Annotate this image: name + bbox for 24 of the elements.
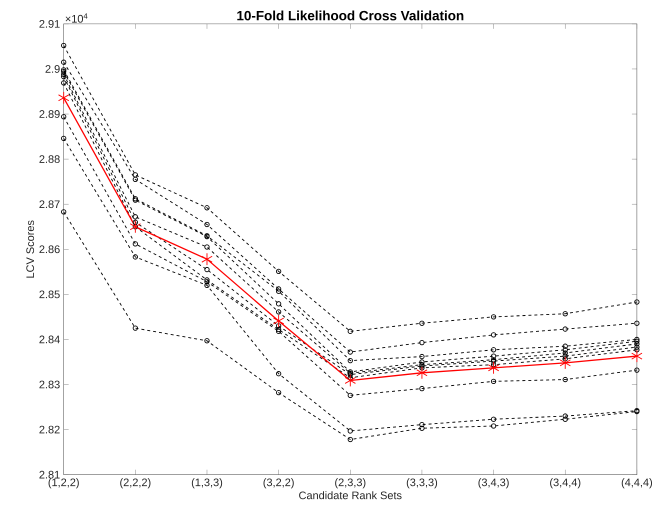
y-axis-title: LCV Scores bbox=[26, 220, 34, 278]
x-axis-title: Candidate Rank Sets bbox=[299, 491, 402, 500]
text: ×10$^{4}$ bbox=[66, 13, 88, 22]
y-tick-label: 2.91 bbox=[39, 20, 60, 28]
y-tick-label: 2.9 bbox=[46, 64, 60, 73]
x-tick-label: (1,2,2) bbox=[48, 478, 79, 488]
y-tick-label: 2.87 bbox=[39, 200, 60, 208]
y-tick-label: 2.86 bbox=[39, 245, 60, 253]
y-tick-label: 2.81 bbox=[39, 470, 60, 478]
x-tick-label: (2,2,2) bbox=[120, 478, 150, 488]
y-tick-label: 2.82 bbox=[39, 426, 60, 434]
y-tick-label: 2.83 bbox=[39, 380, 60, 388]
y-tick-label: 2.89 bbox=[39, 110, 60, 118]
x-tick-label: (1,3,3) bbox=[192, 478, 222, 488]
x-tick-label: (3,2,2) bbox=[264, 478, 294, 488]
x-tick-label: (3,3,3) bbox=[406, 478, 438, 488]
y-tick-label: 2.84 bbox=[39, 335, 60, 344]
y-tick-label: 2.88 bbox=[39, 155, 60, 163]
y-tick-label: 2.85 bbox=[39, 290, 60, 298]
x-tick-label: (4,4,4) bbox=[622, 478, 652, 488]
chart-title: 10-Fold Likelihood Cross Validation bbox=[237, 10, 464, 20]
x-tick-label: (3,4,3) bbox=[478, 478, 509, 488]
x-tick-label: (3,4,4) bbox=[550, 478, 580, 488]
x-tick-label: (2,3,3) bbox=[335, 478, 366, 488]
